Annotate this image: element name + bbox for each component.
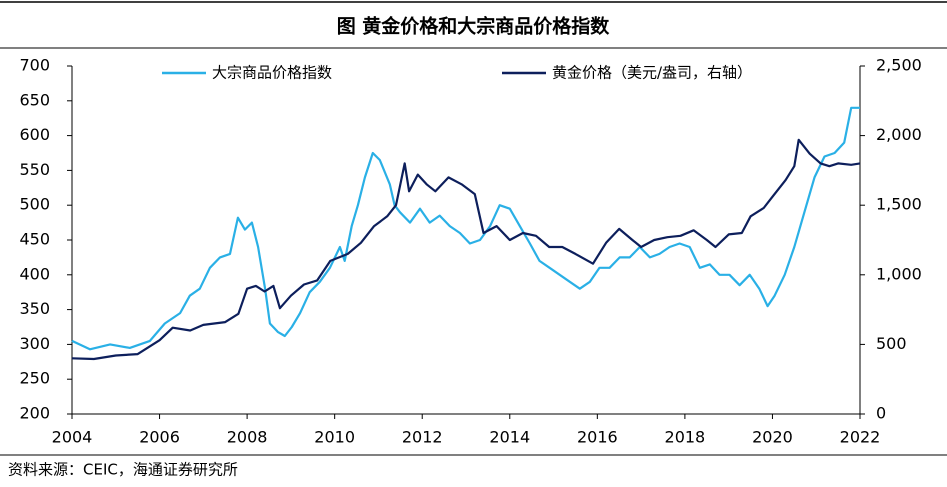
chart-title: 图 黄金价格和大宗商品价格指数 (337, 15, 611, 38)
y2-tick-label: 2,000 (876, 125, 922, 144)
y2-tick-label: 1,500 (876, 195, 922, 214)
x-tick-label: 2010 (314, 428, 355, 447)
y-tick-label: 550 (19, 160, 50, 179)
y-tick-label: 250 (19, 369, 50, 388)
x-tick-label: 2018 (665, 428, 706, 447)
legend-label: 黄金价格（美元/盎司，右轴） (552, 64, 752, 82)
legend-label: 大宗商品价格指数 (212, 64, 332, 82)
y2-tick-label: 1,000 (876, 264, 922, 283)
x-tick-label: 2004 (52, 428, 93, 447)
y2-tick-label: 2,500 (876, 56, 922, 75)
y-tick-label: 350 (19, 299, 50, 318)
x-tick-label: 2014 (489, 428, 530, 447)
x-tick-label: 2012 (402, 428, 443, 447)
x-tick-label: 2016 (577, 428, 618, 447)
y-tick-label: 650 (19, 90, 50, 109)
source: 资料来源：CEIC，海通证券研究所 (8, 461, 238, 479)
x-tick-label: 2022 (840, 428, 881, 447)
x-tick-label: 2006 (139, 428, 180, 447)
x-tick-label: 2008 (227, 428, 268, 447)
x-tick-label: 2020 (752, 428, 793, 447)
y-tick-label: 500 (19, 195, 50, 214)
y-tick-label: 700 (19, 56, 50, 75)
y-tick-label: 600 (19, 125, 50, 144)
y2-tick-label: 500 (876, 334, 907, 353)
series-line (71, 106, 860, 351)
y-tick-label: 450 (19, 230, 50, 249)
y-tick-label: 400 (19, 264, 50, 283)
y-tick-label: 200 (19, 404, 50, 423)
y-tick-label: 300 (19, 334, 50, 353)
y2-tick-label: 0 (876, 404, 886, 423)
series-line (71, 138, 861, 361)
